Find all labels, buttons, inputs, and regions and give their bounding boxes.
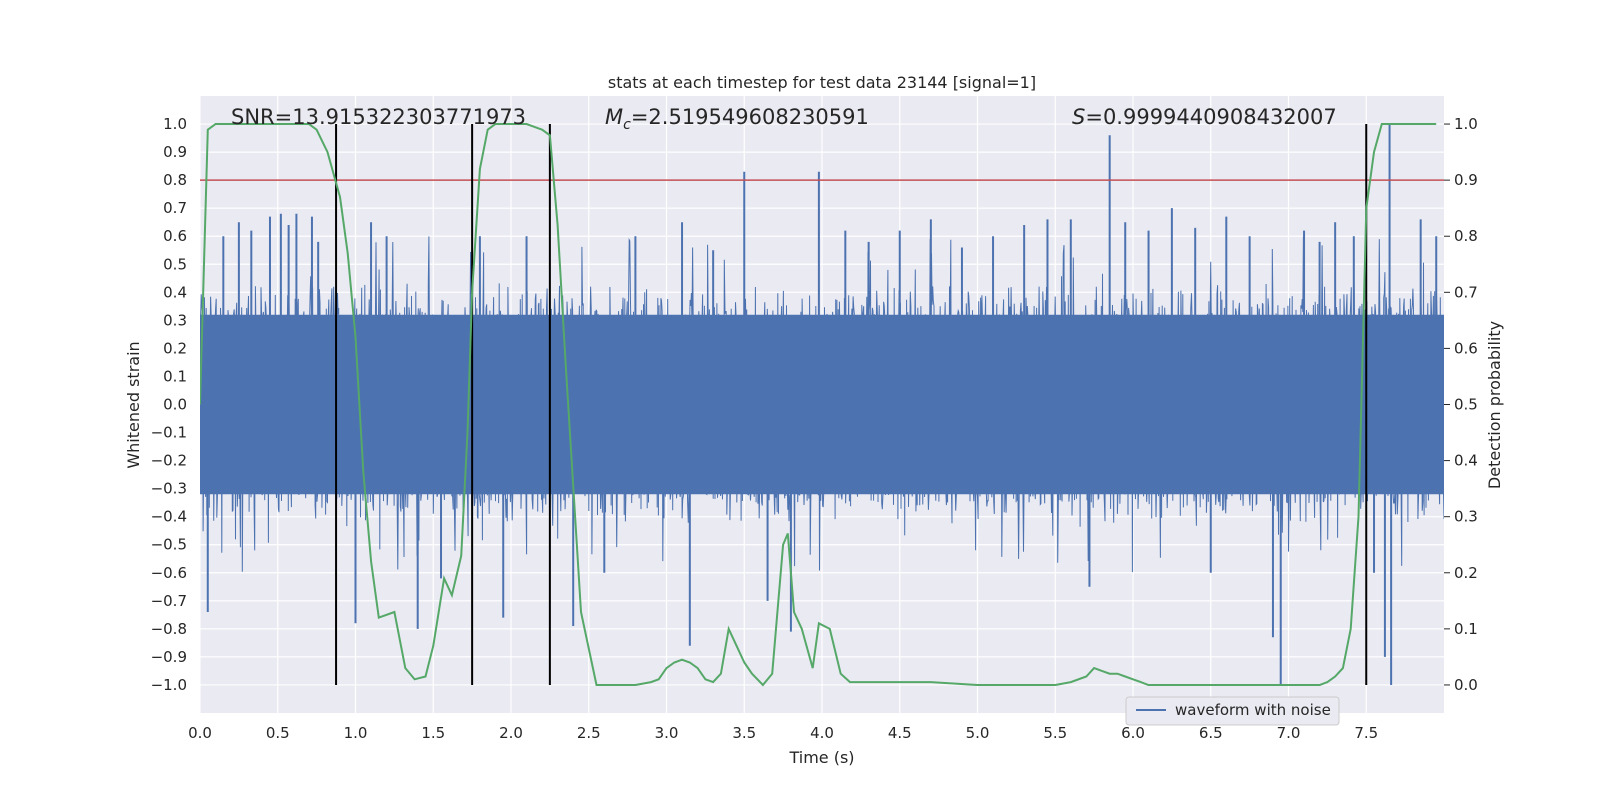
x-tick-label: 2.5 <box>577 724 601 742</box>
x-tick-label: 0.0 <box>188 724 212 742</box>
y-tick-label: −0.8 <box>151 620 187 638</box>
y-tick-labels: 1.0 0.9 0.8 0.7 0.6 0.5 0.4 0.3 0.2 0.1 0.0 −0.1 −0.… <box>151 115 187 694</box>
waveform-series <box>200 124 1444 685</box>
snr-annotation: SNR=13.915322303771973 <box>231 105 526 129</box>
legend-label: waveform with noise <box>1175 701 1331 719</box>
y2-tick-label: 0.4 <box>1454 452 1478 470</box>
chart-title: stats at each timestep for test data 231… <box>608 73 1036 92</box>
mc-value: =2.519549608230591 <box>631 105 869 129</box>
y2-tick-label: 0.3 <box>1454 508 1478 526</box>
mc-annotation: Mc=2.519549608230591 <box>605 105 869 133</box>
y2-tick-label: 0.0 <box>1454 676 1478 694</box>
y-tick-label: −0.5 <box>151 536 187 554</box>
x-tick-label: 3.5 <box>732 724 756 742</box>
x-axis-label: Time (s) <box>788 748 854 767</box>
y2-tick-label: 0.9 <box>1454 171 1478 189</box>
y2-tick-label: 0.6 <box>1454 339 1478 357</box>
y2-tick-label: 0.2 <box>1454 564 1478 582</box>
y-tick-label: 0.5 <box>163 255 187 273</box>
x-tick-labels: 0.0 0.5 1.0 1.5 2.0 2.5 3.0 3.5 4.0 4.5 5.0 5.5 6.0 6… <box>188 724 1378 742</box>
y-tick-label: 0.2 <box>163 339 187 357</box>
y-tick-label: −0.7 <box>151 592 187 610</box>
y-tick-label: −0.9 <box>151 648 187 666</box>
legend: waveform with noise <box>1125 696 1340 726</box>
y2-tick-labels: 1.0 0.9 0.8 0.7 0.6 0.5 0.4 0.3 0.2 0.1 0.0 <box>1444 115 1478 694</box>
x-tick-label: 1.5 <box>421 724 445 742</box>
y2-tick-label: 0.1 <box>1454 620 1478 638</box>
x-tick-label: 5.5 <box>1043 724 1067 742</box>
y2-tick-label: 1.0 <box>1454 115 1478 133</box>
y-tick-label: −0.1 <box>151 424 187 442</box>
y2-tick-label: 0.5 <box>1454 396 1478 414</box>
y-tick-label: 0.8 <box>163 171 187 189</box>
waveform-band <box>200 314 1444 495</box>
y-tick-label: −0.2 <box>151 452 187 470</box>
probability-line <box>200 123 1437 687</box>
y-tick-label: 0.3 <box>163 311 187 329</box>
s-annotation: S=0.9999440908432007 <box>1072 105 1337 129</box>
x-tick-label: 2.0 <box>499 724 523 742</box>
y-tick-label: −0.6 <box>151 564 187 582</box>
x-tick-label: 0.5 <box>266 724 290 742</box>
y-tick-label: −0.4 <box>151 508 187 526</box>
x-tick-label: 5.0 <box>966 724 990 742</box>
y-tick-label: −1.0 <box>151 676 187 694</box>
y-tick-label: 0.9 <box>163 143 187 161</box>
x-tick-label: 4.0 <box>810 724 834 742</box>
y-tick-label: 0.0 <box>163 396 187 414</box>
y-tick-label: 0.6 <box>163 227 187 245</box>
x-tick-label: 7.5 <box>1354 724 1378 742</box>
x-tick-label: 7.0 <box>1277 724 1301 742</box>
y-axis-label: Whitened strain <box>124 341 143 468</box>
y2-tick-label: 0.7 <box>1454 283 1478 301</box>
y-tick-label: −0.3 <box>151 480 187 498</box>
x-tick-label: 4.5 <box>888 724 912 742</box>
s-symbol: S <box>1072 105 1085 129</box>
mc-subscript: c <box>623 117 631 133</box>
x-tick-label: 1.0 <box>344 724 368 742</box>
mc-symbol: M <box>605 105 623 129</box>
y-tick-label: 1.0 <box>163 115 187 133</box>
legend-box <box>1125 696 1340 726</box>
y-tick-label: 0.7 <box>163 199 187 217</box>
y-tick-label: 0.1 <box>163 367 187 385</box>
x-tick-label: 6.0 <box>1121 724 1145 742</box>
y2-tick-label: 0.8 <box>1454 227 1478 245</box>
y2-axis-label: Detection probability <box>1485 321 1504 489</box>
x-tick-label: 6.5 <box>1199 724 1223 742</box>
x-tick-label: 3.0 <box>655 724 679 742</box>
s-value: =0.9999440908432007 <box>1085 105 1336 129</box>
y-tick-label: 0.4 <box>163 283 187 301</box>
probability-series <box>200 123 1437 687</box>
